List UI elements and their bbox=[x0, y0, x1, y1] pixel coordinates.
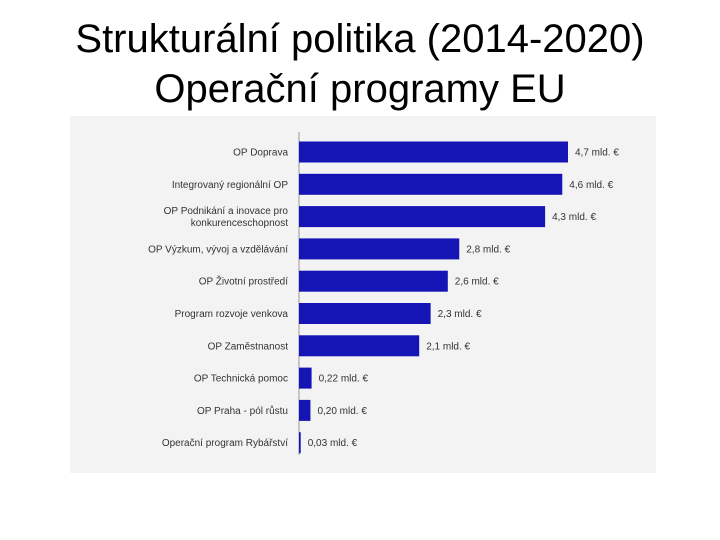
bar bbox=[299, 238, 460, 260]
value-label: 2,8 mld. € bbox=[466, 244, 510, 255]
category-label: OP Životní prostředí bbox=[199, 275, 289, 288]
value-label: 2,3 mld. € bbox=[438, 309, 482, 320]
value-label: 4,3 mld. € bbox=[552, 212, 596, 223]
bar bbox=[299, 270, 448, 292]
value-label: 4,7 mld. € bbox=[575, 148, 619, 159]
slide-title-line-1: Strukturální politika (2014-2020) bbox=[75, 17, 645, 61]
bar bbox=[299, 206, 546, 228]
slide-title-line-2: Operační programy EU bbox=[154, 67, 566, 111]
bar bbox=[299, 173, 563, 195]
category-label: OP Praha - pól růstu bbox=[197, 405, 288, 417]
value-label: 0,20 mld. € bbox=[317, 406, 367, 417]
category-label: OP Doprava bbox=[233, 148, 288, 159]
bar bbox=[299, 399, 311, 421]
bar-chart: OP Doprava 4,7 mld. € Integrovaný regionál… bbox=[148, 132, 619, 455]
category-label: Integrovaný regionální OP bbox=[172, 180, 289, 191]
category-label: OP Výzkum, vývoj a vzdělávání bbox=[148, 244, 288, 255]
category-label: OP Podnikání a inovace pro bbox=[164, 206, 289, 217]
value-label: 0,22 mld. € bbox=[319, 374, 369, 385]
bar bbox=[299, 367, 312, 389]
category-label: Operační program Rybářství bbox=[162, 438, 288, 449]
bar bbox=[299, 141, 568, 163]
value-label: 2,1 mld. € bbox=[426, 341, 470, 352]
category-label: OP Technická pomoc bbox=[194, 374, 288, 385]
value-label: 4,6 mld. € bbox=[569, 180, 613, 191]
slide-title: Strukturální politika (2014-2020) Operač… bbox=[0, 14, 720, 114]
category-label: konkurenceschopnost bbox=[191, 218, 289, 229]
bar bbox=[299, 432, 301, 454]
bar bbox=[299, 335, 420, 357]
value-label: 2,6 mld. € bbox=[455, 277, 499, 288]
category-label: OP Zaměstnanost bbox=[208, 341, 289, 352]
category-label: Program rozvoje venkova bbox=[175, 309, 289, 320]
bar bbox=[299, 303, 431, 324]
value-label: 0,03 mld. € bbox=[308, 438, 358, 449]
chart-panel: OP Doprava 4,7 mld. € Integrovaný regionál… bbox=[70, 116, 656, 473]
